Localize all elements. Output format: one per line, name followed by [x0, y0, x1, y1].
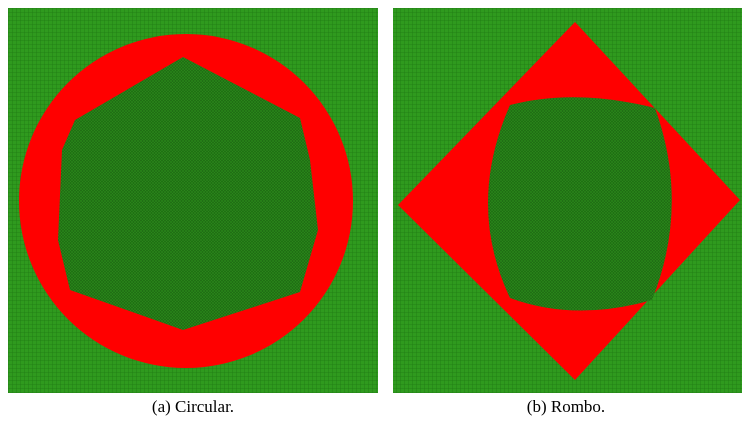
caption: (a) Circular. [152, 397, 234, 416]
caption: (b) Rombo. [527, 397, 605, 416]
figure: (a) Circular. (b) Rombo. [0, 0, 751, 421]
panel-circular: (a) Circular. [8, 8, 378, 416]
panel-rombo: (b) Rombo. [393, 8, 742, 416]
inner-mesh [488, 97, 672, 310]
